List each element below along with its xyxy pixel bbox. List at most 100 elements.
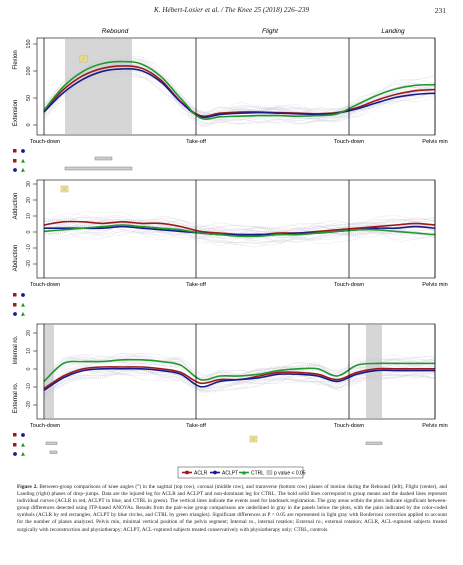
coronal-ytick: 30 bbox=[26, 181, 32, 187]
transverse-event-pelvis-min: Pelvis min bbox=[422, 423, 448, 429]
sagittal-individual-curve bbox=[43, 63, 436, 121]
coronal-panel: 30 20 10 0 -10 -20 Adduction Abduction T… bbox=[13, 179, 448, 316]
transverse-ytick: 0 bbox=[26, 367, 32, 370]
transverse-individual-curve bbox=[43, 368, 436, 395]
transverse-ytick: 20 bbox=[26, 330, 32, 336]
coronal-ytick: -10 bbox=[26, 244, 32, 252]
coronal-individual-curve bbox=[43, 228, 436, 244]
sagittal-individual-curve bbox=[43, 70, 436, 117]
transverse-mean-aclpt bbox=[43, 367, 435, 391]
coronal-pair-symbols bbox=[13, 293, 25, 316]
coronal-ytick: 0 bbox=[26, 230, 32, 233]
transverse-individual-curve bbox=[43, 370, 436, 399]
sagittal-mean-aclpt bbox=[43, 68, 436, 119]
figure-caption: Figure 2. Between-group comparisons of k… bbox=[17, 484, 447, 534]
caption-text: Between-group comparisons of knee angles… bbox=[17, 484, 447, 533]
coronal-individual-curve bbox=[43, 228, 436, 245]
sagittal-event-touch-down-2: Touch-down bbox=[334, 139, 364, 145]
transverse-individual-curve bbox=[43, 368, 436, 398]
sagittal-individual-curve bbox=[43, 58, 436, 116]
phase-rebound-label: Rebound bbox=[102, 28, 129, 35]
sagittal-mean-curves bbox=[43, 60, 436, 120]
transverse-panel: 20 10 0 -10 -20 Internal ro. External ro… bbox=[13, 323, 448, 456]
coronal-mean-curves bbox=[43, 220, 436, 238]
transverse-significant-region bbox=[45, 325, 54, 418]
note-icon[interactable] bbox=[249, 435, 258, 443]
sagittal-individual-curve bbox=[43, 60, 436, 114]
sagittal-sig-bar bbox=[94, 156, 113, 161]
sagittal-mean-ctrl bbox=[43, 60, 436, 120]
sagittal-individual-curve bbox=[43, 65, 436, 125]
transverse-individual-curve bbox=[43, 355, 436, 380]
coronal-individual-curve bbox=[43, 222, 436, 238]
coronal-individual-curve bbox=[43, 219, 436, 234]
transverse-ylabel-internal: Internal ro. bbox=[13, 335, 19, 364]
coronal-event-touch-down-2: Touch-down bbox=[334, 282, 364, 288]
sagittal-ylabel-extension: Extension bbox=[13, 100, 19, 126]
sagittal-panel: 150 100 50 0 Flexion Extension Touch-dow… bbox=[13, 37, 448, 172]
coronal-mean-aclpt bbox=[44, 225, 436, 236]
transverse-individual-curve bbox=[43, 373, 436, 400]
page-header: K. Hébert-Losier et al. / The Knee 25 (2… bbox=[0, 6, 463, 18]
coronal-individual-curve bbox=[43, 221, 436, 236]
legend-acl-r: ACLR bbox=[194, 471, 208, 477]
transverse-ytick: -10 bbox=[26, 383, 32, 391]
caption-figure-label: Figure 2. bbox=[17, 484, 38, 490]
sagittal-individual-curve bbox=[43, 58, 436, 116]
note-icon[interactable] bbox=[79, 55, 88, 63]
figure-2: Rebound Flight Landing 150 100 50 0 Flex… bbox=[13, 28, 448, 479]
coronal-mean-ctrl bbox=[43, 224, 436, 238]
sagittal-event-touch-down: Touch-down bbox=[30, 139, 60, 145]
transverse-individual-curve bbox=[43, 368, 436, 394]
transverse-individual-curve bbox=[43, 352, 436, 381]
coronal-individual-curve bbox=[43, 211, 436, 229]
coronal-ytick: -20 bbox=[26, 260, 32, 268]
coronal-individual-curve bbox=[43, 229, 436, 248]
phase-landing-label: Landing bbox=[381, 28, 405, 35]
coronal-ylabel-adduction: Adduction bbox=[13, 193, 19, 220]
transverse-event-take-off: Take-off bbox=[186, 423, 206, 429]
coronal-individual-curve bbox=[43, 225, 436, 243]
note-icon[interactable] bbox=[60, 185, 69, 193]
coronal-ylabel-abduction: Abduction bbox=[13, 245, 19, 272]
transverse-sig-bar bbox=[45, 441, 58, 445]
transverse-individual-curve bbox=[43, 369, 436, 396]
transverse-ytick: 10 bbox=[26, 348, 32, 354]
coronal-individual-curve bbox=[43, 218, 436, 234]
legend-p-value: p value < 0.05 bbox=[274, 471, 306, 477]
transverse-pair-symbols bbox=[13, 433, 25, 456]
transverse-individual-curve bbox=[43, 369, 436, 396]
sagittal-individual-curve bbox=[43, 64, 436, 116]
coronal-individual-curve bbox=[43, 213, 436, 233]
sagittal-ytick: 100 bbox=[26, 66, 32, 75]
legend-acl-pt: ACLPT bbox=[222, 471, 238, 477]
sagittal-event-pelvis-min: Pelvis min bbox=[422, 139, 448, 145]
sagittal-individual-curve bbox=[43, 73, 436, 125]
transverse-sig-bar bbox=[365, 441, 383, 445]
transverse-individual-curve bbox=[43, 356, 436, 384]
transverse-event-touch-down-2: Touch-down bbox=[334, 423, 364, 429]
transverse-mean-ctrl bbox=[43, 358, 435, 382]
sagittal-individual-curve bbox=[43, 64, 436, 117]
sagittal-ytick: 50 bbox=[26, 95, 32, 101]
sagittal-individual-curve bbox=[43, 72, 436, 122]
coronal-ytick: 20 bbox=[26, 197, 32, 203]
coronal-event-touch-down: Touch-down bbox=[30, 282, 60, 288]
coronal-ytick: 10 bbox=[26, 213, 32, 219]
transverse-ytick: -20 bbox=[26, 401, 32, 409]
coronal-individual-curve bbox=[43, 230, 436, 246]
transverse-event-touch-down: Touch-down bbox=[30, 423, 60, 429]
coronal-individual-curve bbox=[43, 223, 436, 244]
sagittal-individual-curve bbox=[43, 76, 436, 127]
journal-citation: K. Hébert-Losier et al. / The Knee 25 (2… bbox=[153, 6, 310, 14]
sagittal-ytick: 0 bbox=[26, 123, 32, 126]
transverse-mean-curves bbox=[43, 358, 435, 391]
coronal-event-pelvis-min: Pelvis min bbox=[422, 282, 448, 288]
sagittal-pair-symbols bbox=[13, 149, 25, 172]
sagittal-event-take-off: Take-off bbox=[186, 139, 206, 145]
transverse-individual-curve bbox=[43, 357, 436, 383]
phase-flight-label: Flight bbox=[262, 28, 279, 35]
sagittal-significant-region bbox=[65, 39, 132, 134]
sagittal-individual-curve bbox=[43, 71, 436, 121]
sagittal-mean-aclr bbox=[43, 65, 436, 117]
